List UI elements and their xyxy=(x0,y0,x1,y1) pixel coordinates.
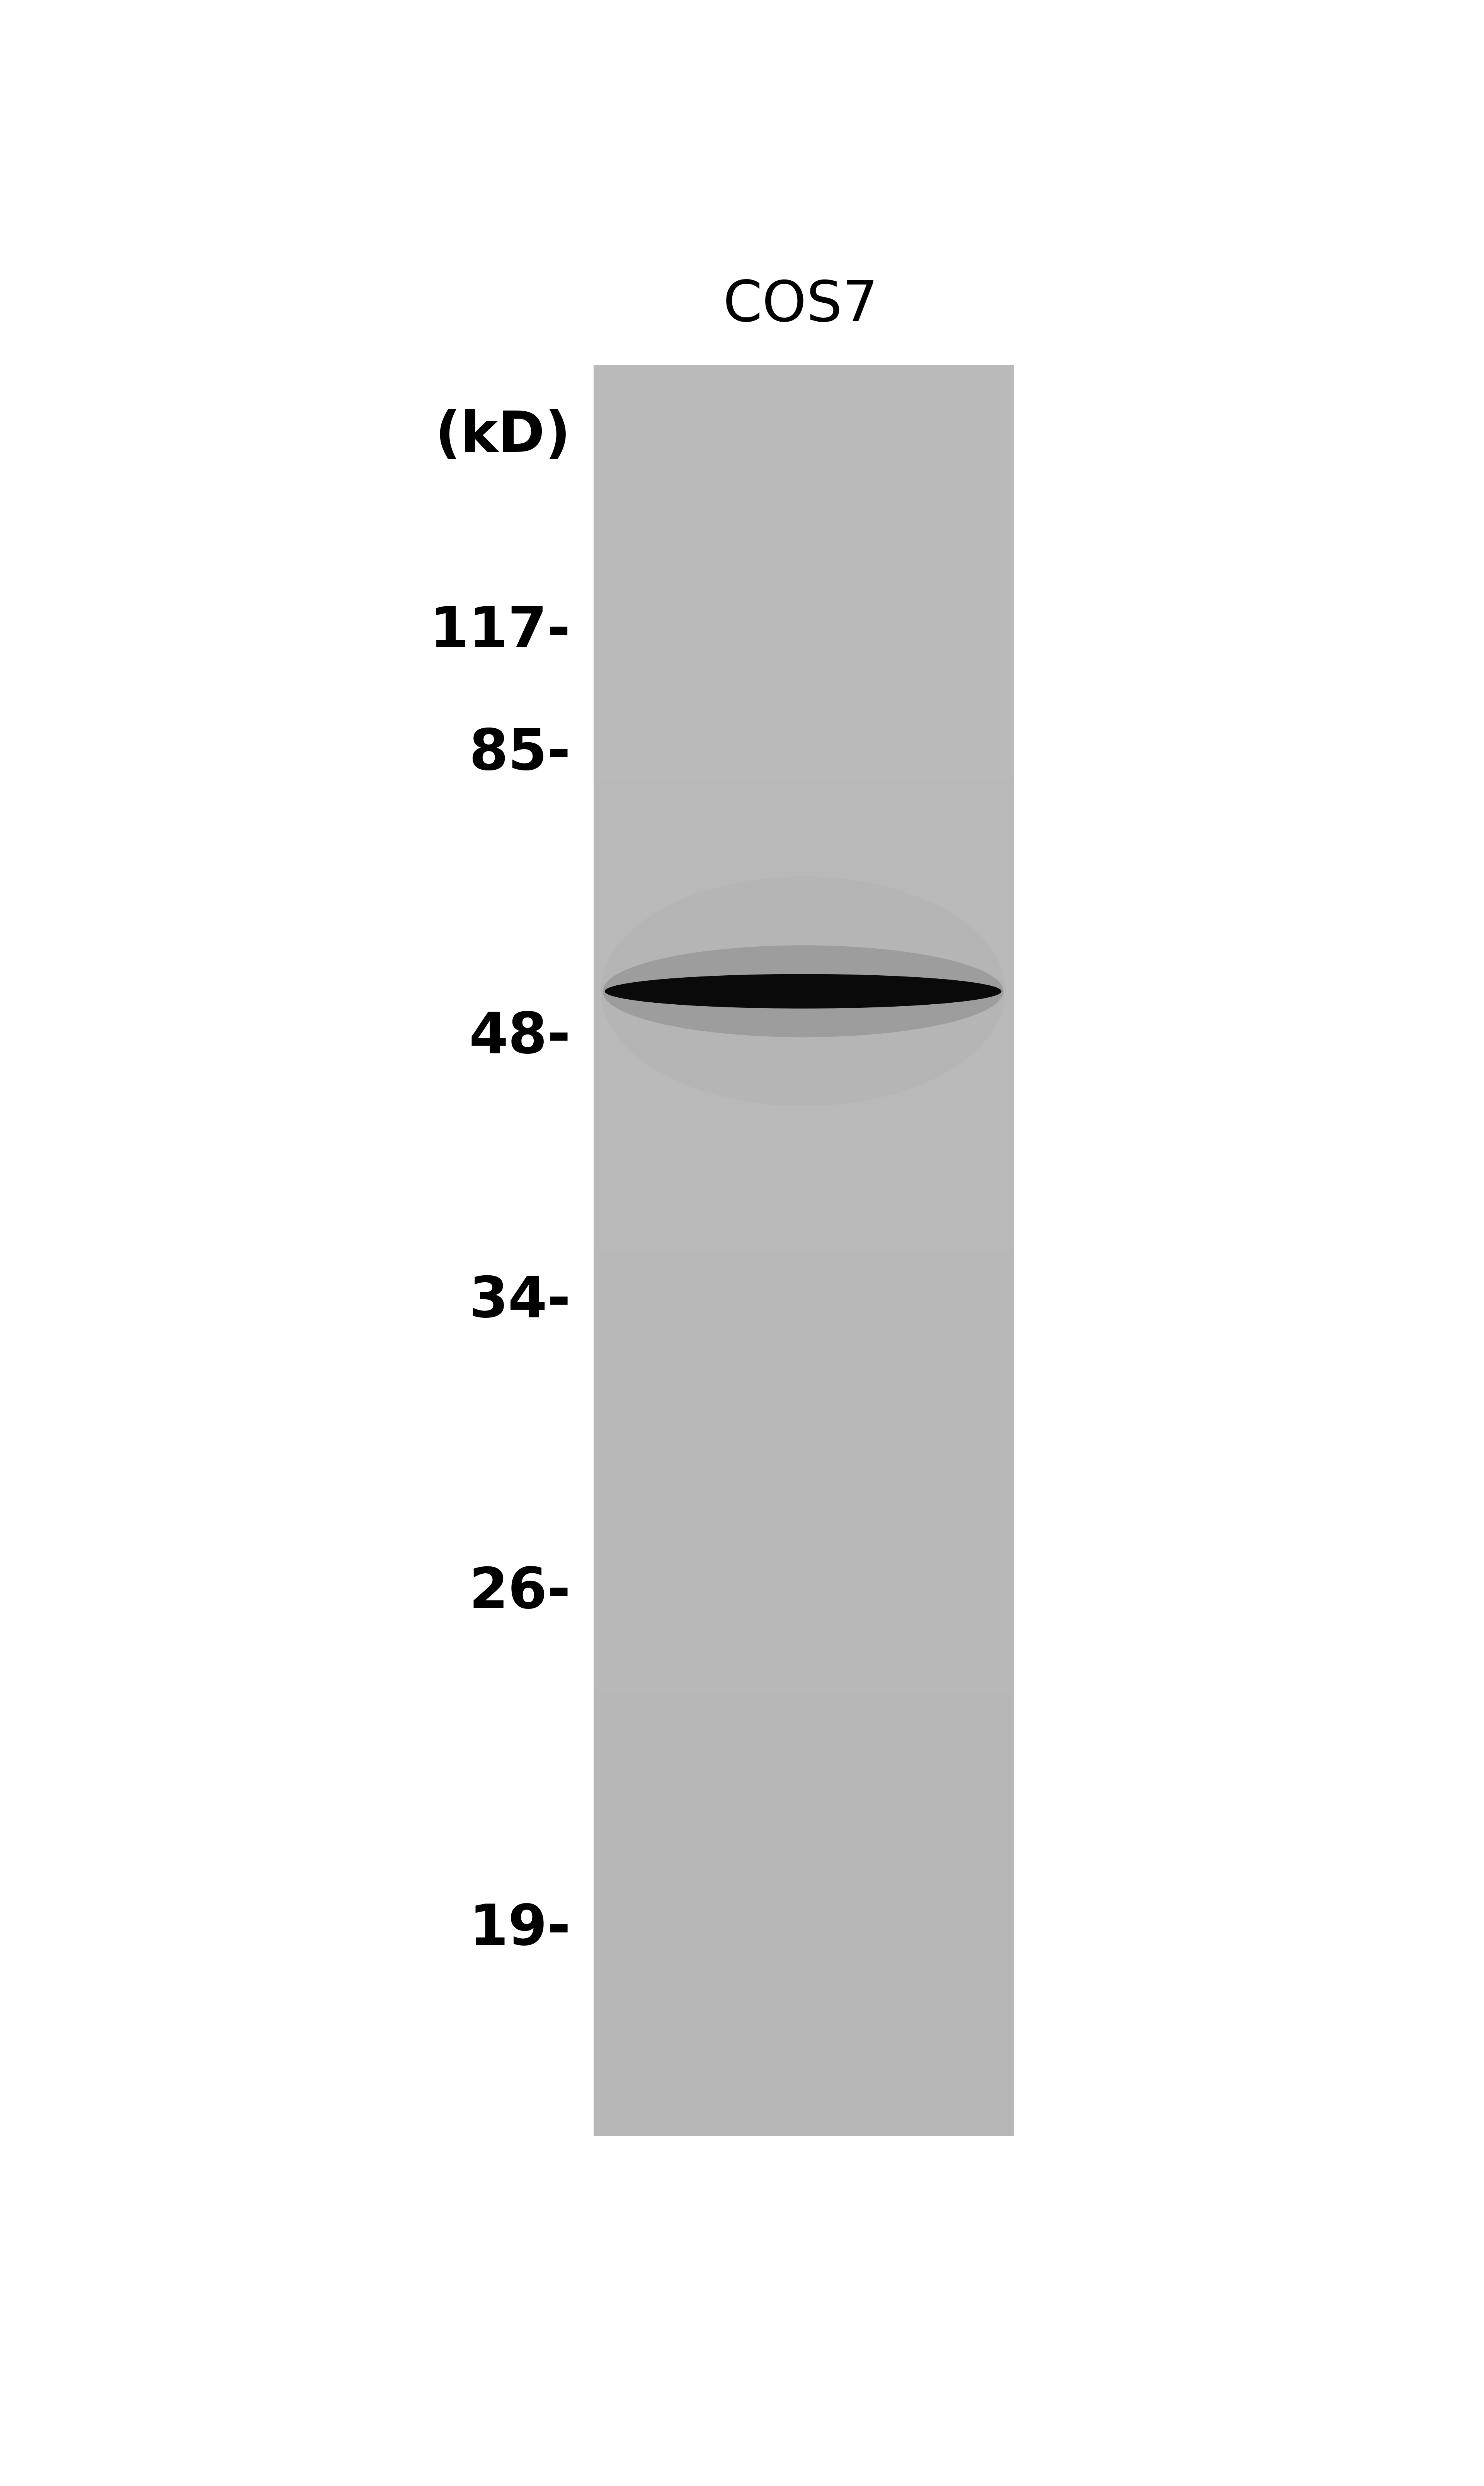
Bar xyxy=(594,425,1014,455)
Bar xyxy=(594,1812,1014,1840)
Bar xyxy=(594,1397,1014,1427)
Bar xyxy=(594,1959,1014,1989)
Bar xyxy=(594,365,1014,395)
Bar xyxy=(594,512,1014,542)
Bar xyxy=(594,868,1014,897)
Bar xyxy=(594,691,1014,718)
Bar xyxy=(594,748,1014,778)
Text: COS7: COS7 xyxy=(723,278,879,333)
Bar xyxy=(594,984,1014,1014)
Bar xyxy=(594,1340,1014,1370)
Bar xyxy=(594,2048,1014,2076)
Bar xyxy=(594,602,1014,631)
Bar xyxy=(594,1633,1014,1663)
Text: 34-: 34- xyxy=(469,1275,571,1328)
Bar xyxy=(594,1191,1014,1221)
Bar xyxy=(594,955,1014,984)
Bar xyxy=(594,1370,1014,1397)
Text: 19-: 19- xyxy=(469,1902,571,1956)
Bar xyxy=(594,1576,1014,1606)
Bar xyxy=(594,1693,1014,1723)
Bar xyxy=(594,808,1014,838)
Bar xyxy=(594,1899,1014,1929)
Bar xyxy=(594,1869,1014,1899)
Text: 48-: 48- xyxy=(469,1009,571,1064)
Bar xyxy=(594,897,1014,925)
Bar xyxy=(594,1427,1014,1457)
Bar xyxy=(594,2019,1014,2048)
Bar xyxy=(594,1161,1014,1191)
Bar xyxy=(594,1782,1014,1812)
Bar xyxy=(594,1221,1014,1250)
Bar xyxy=(594,1457,1014,1487)
Bar xyxy=(594,1014,1014,1044)
Text: 117-: 117- xyxy=(430,604,571,659)
Bar xyxy=(594,1134,1014,1161)
Bar xyxy=(594,1546,1014,1576)
Bar xyxy=(594,1606,1014,1633)
Text: 85-: 85- xyxy=(469,726,571,781)
Ellipse shape xyxy=(604,975,1002,1009)
Bar xyxy=(594,542,1014,572)
Bar xyxy=(594,1074,1014,1104)
Bar xyxy=(594,718,1014,748)
Bar xyxy=(594,365,1014,2135)
Bar xyxy=(594,631,1014,661)
Bar xyxy=(594,482,1014,512)
Text: (kD): (kD) xyxy=(435,408,571,462)
Bar xyxy=(594,1840,1014,1869)
Bar xyxy=(594,2076,1014,2106)
Bar xyxy=(594,1929,1014,1959)
Bar xyxy=(594,1663,1014,1693)
Bar xyxy=(594,2106,1014,2135)
Bar xyxy=(594,1310,1014,1340)
Bar xyxy=(594,1280,1014,1310)
Text: 26-: 26- xyxy=(469,1566,571,1618)
Bar xyxy=(594,1044,1014,1074)
Bar xyxy=(594,1516,1014,1546)
Bar xyxy=(594,838,1014,868)
Bar xyxy=(594,925,1014,955)
Ellipse shape xyxy=(601,878,1006,1106)
Bar xyxy=(594,455,1014,482)
Bar xyxy=(594,1989,1014,2019)
Bar xyxy=(594,661,1014,691)
Bar xyxy=(594,1250,1014,1280)
Bar xyxy=(594,572,1014,602)
Bar xyxy=(594,1104,1014,1134)
Bar xyxy=(594,395,1014,425)
Bar xyxy=(594,1487,1014,1516)
Ellipse shape xyxy=(603,945,1003,1037)
Bar xyxy=(594,1753,1014,1782)
Bar xyxy=(594,778,1014,808)
Bar xyxy=(594,1723,1014,1753)
